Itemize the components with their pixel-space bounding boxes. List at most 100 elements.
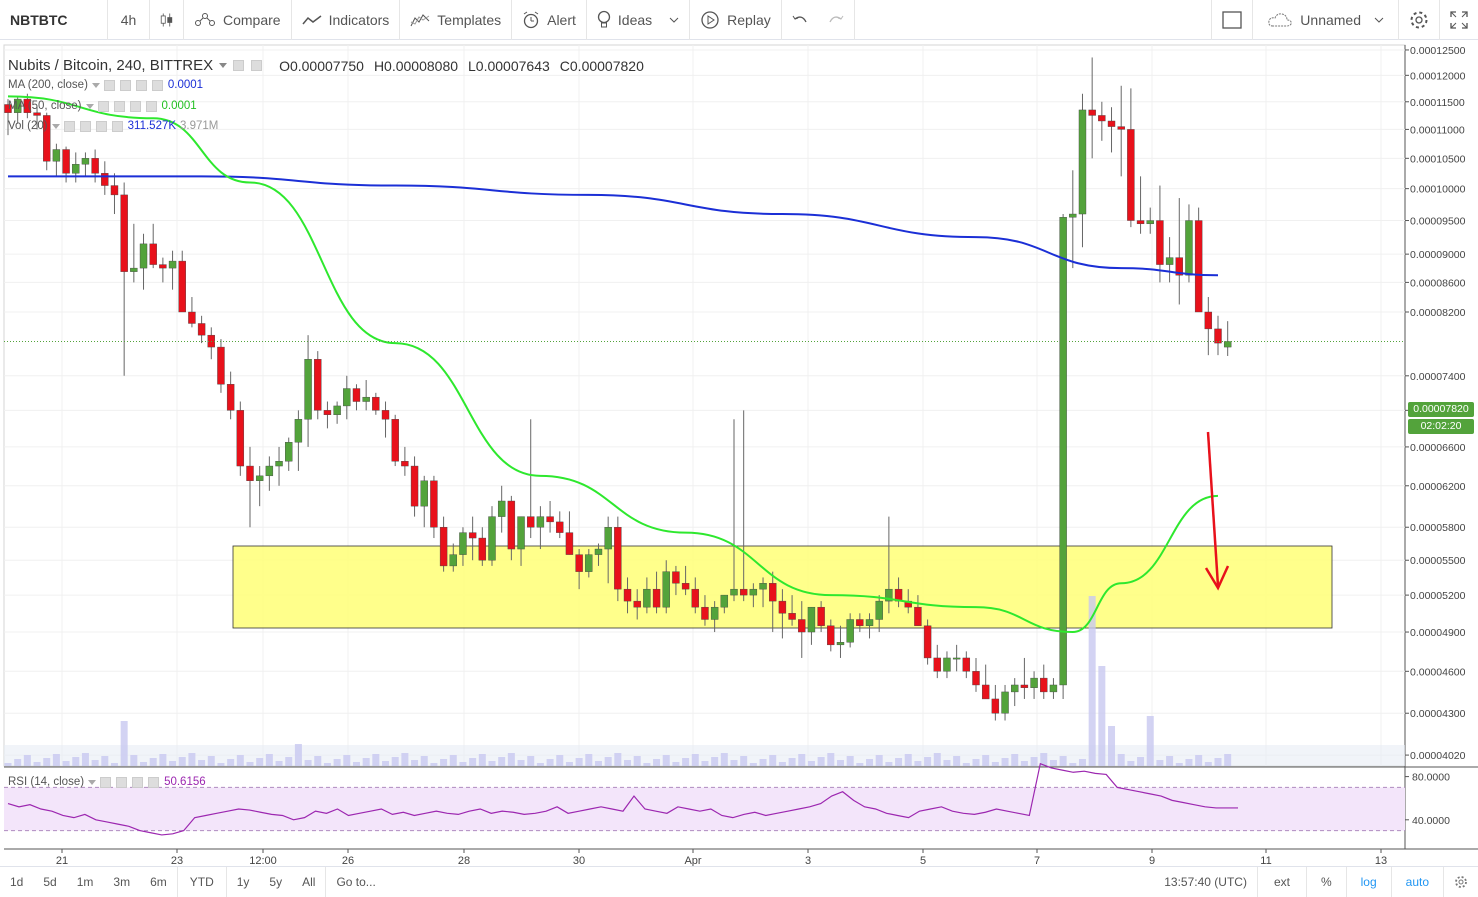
chart-properties-button[interactable] — [1444, 867, 1478, 897]
candle-down — [323, 410, 332, 416]
range-1y[interactable]: 1y — [236, 874, 250, 889]
fullscreen-layout-button[interactable] — [1211, 0, 1254, 40]
settings-small-icon[interactable] — [119, 79, 131, 91]
eye-icon[interactable] — [63, 120, 75, 132]
volume-legend[interactable]: Vol (20) 311.527K 3.971M — [8, 120, 218, 132]
ma50-legend[interactable]: MA (50, close) 0.0001 — [8, 100, 197, 112]
price-tick-label: 0.00010000 — [1410, 184, 1466, 196]
volume-bar — [149, 758, 157, 766]
volume-bar — [488, 761, 496, 766]
candle-down — [381, 410, 390, 420]
volume-bar — [217, 763, 225, 766]
layout-name-button[interactable]: Unnamed — [1253, 0, 1399, 40]
log-scale-toggle[interactable]: log — [1347, 866, 1392, 897]
plus-icon[interactable] — [129, 100, 141, 112]
range-5y[interactable]: 5y — [269, 874, 283, 889]
volume-bar — [1185, 759, 1193, 766]
settings-small-icon[interactable] — [79, 120, 91, 132]
volume-bar — [798, 754, 806, 766]
close-icon[interactable] — [151, 79, 163, 91]
volume-bar — [953, 756, 961, 766]
chart-type-button[interactable] — [150, 0, 184, 40]
indicators-button[interactable]: Indicators — [292, 0, 401, 40]
undo-button[interactable] — [782, 0, 818, 40]
plus-icon[interactable] — [95, 120, 107, 132]
volume-bar — [198, 760, 206, 766]
candle-up — [265, 465, 274, 477]
rsi-legend[interactable]: RSI (14, close) 50.6156 — [8, 776, 206, 788]
candle-down — [546, 516, 554, 523]
ideas-button[interactable]: Ideas — [587, 0, 691, 40]
replay-button[interactable]: Replay — [690, 0, 782, 40]
range-1m[interactable]: 1m — [76, 874, 94, 889]
volume-ma-value: 3.971M — [180, 120, 219, 132]
eye-icon[interactable] — [103, 79, 115, 91]
range-3m[interactable]: 3m — [113, 874, 131, 889]
settings-small-icon[interactable] — [116, 776, 128, 788]
settings-button[interactable] — [1399, 0, 1440, 40]
candle-down — [236, 410, 245, 467]
last-price-tag: 0.00007820 — [1408, 402, 1474, 417]
close-icon[interactable] — [111, 120, 123, 132]
plus-icon[interactable] — [132, 776, 144, 788]
volume-bar — [546, 759, 554, 766]
plus-icon[interactable] — [135, 79, 147, 91]
compare-button[interactable]: Compare — [184, 0, 292, 40]
volume-bar — [817, 757, 825, 766]
eye-icon[interactable] — [233, 60, 245, 71]
candle-up — [488, 516, 496, 561]
ideas-label: Ideas — [617, 11, 653, 28]
rsi-value: 50.6156 — [164, 776, 206, 788]
eye-icon[interactable] — [100, 776, 112, 788]
close-icon[interactable] — [148, 776, 160, 788]
candle-down — [672, 571, 680, 584]
volume-bar — [943, 760, 951, 766]
ohlc-values: O0.00007750 H0.00008080 L0.00007643 C0.0000… — [279, 58, 654, 74]
range-5d[interactable]: 5d — [43, 874, 57, 889]
ma200-legend[interactable]: MA (200, close) 0.0001 — [8, 79, 203, 91]
candle-up — [943, 657, 951, 672]
volume-bar — [14, 759, 22, 766]
volume-bar — [1204, 762, 1212, 766]
price-tick-label: 0.00012000 — [1410, 70, 1466, 82]
eye-icon[interactable] — [97, 100, 109, 112]
volume-bar — [33, 762, 41, 766]
symbol-search[interactable]: NBTBTC — [0, 0, 108, 40]
candle-up — [497, 500, 506, 517]
auto-scale-toggle[interactable]: auto — [1392, 866, 1444, 897]
volume-bar — [594, 761, 602, 766]
volume-bar — [110, 763, 118, 766]
volume-bar — [1049, 760, 1057, 766]
ext-hours-toggle[interactable]: ext — [1258, 866, 1307, 897]
templates-button[interactable]: Templates — [400, 0, 513, 40]
settings-small-icon[interactable] — [251, 60, 263, 71]
range-all[interactable]: All — [302, 874, 316, 889]
candle-down — [62, 149, 70, 174]
alert-button[interactable]: Alert — [512, 0, 587, 40]
redo-icon — [829, 15, 844, 22]
goto-button[interactable]: Go to... — [325, 866, 385, 897]
candle-down — [439, 527, 448, 567]
range-1d[interactable]: 1d — [10, 874, 24, 889]
fullscreen-button[interactable] — [1440, 0, 1478, 40]
symbol-title[interactable]: Nubits / Bitcoin, 240, BITTREX — [8, 57, 214, 74]
volume-bar — [904, 754, 912, 766]
candle-down — [962, 657, 971, 672]
settings-small-icon[interactable] — [113, 100, 125, 112]
price-tick-label: 0.00006600 — [1410, 442, 1466, 454]
close-icon[interactable] — [145, 100, 157, 112]
price-tick-label: 0.00005800 — [1410, 522, 1466, 534]
range-6m[interactable]: 6m — [150, 874, 167, 889]
range-ytd[interactable]: YTD — [176, 866, 227, 897]
utc-clock[interactable]: 13:57:40 (UTC) — [1154, 866, 1258, 897]
percent-scale-toggle[interactable]: % — [1307, 866, 1347, 897]
candle-up — [846, 619, 854, 643]
interval-button[interactable]: 4h — [108, 0, 150, 40]
volume-bar — [662, 755, 670, 766]
redo-button[interactable] — [818, 0, 855, 40]
candle-up — [604, 527, 612, 550]
volume-bar — [914, 761, 922, 766]
volume-bar — [265, 754, 273, 766]
candle-down — [623, 588, 632, 602]
